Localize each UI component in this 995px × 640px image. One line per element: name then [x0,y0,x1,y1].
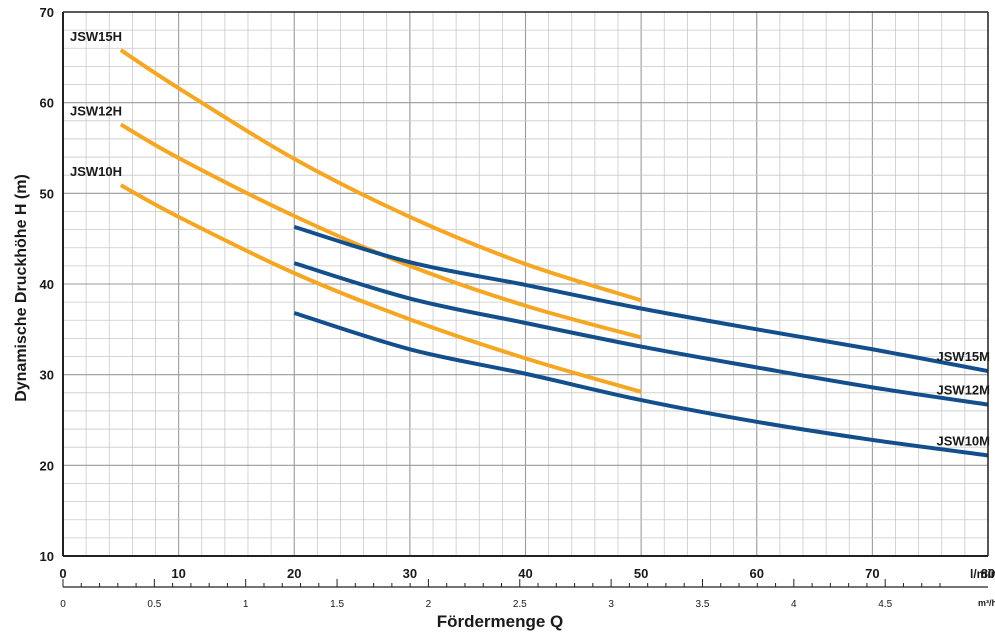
x-tick-label: 50 [634,566,648,581]
x-tick-label: 0 [59,566,66,581]
x-tick-label: 30 [403,566,417,581]
series-label-jsw12h: JSW12H [70,103,122,118]
y-tick-label: 20 [40,458,54,473]
x2-tick-label: 2 [426,599,432,610]
axes: 10 20 30 40 50 60 70 0 10 20 30 40 50 60 70 80 0 0.5 1 1.5 2… [40,5,995,610]
series-lines [119,48,989,458]
x2-tick-label: 4.5 [878,599,892,610]
x2-tick-label: 4 [791,599,797,610]
y-tick-label: 40 [40,277,54,292]
x2-tick-label: 0.5 [147,599,161,610]
y-tick-label: 10 [40,549,54,564]
y-axis-title: Dynamische Druckhöhe H (m) [13,174,30,402]
series-label-jsw10h: JSW10H [70,164,122,179]
y-tick-label: 60 [40,96,54,111]
x2-tick-label: 3.5 [696,599,710,610]
series-label-jsw15m: JSW15M [937,349,990,364]
x-unit-secondary: m³/h [978,598,995,608]
series-line-jsw12m [293,261,989,407]
series-label-jsw12m: JSW12M [937,383,990,398]
x2-tick-label: 2.5 [513,599,527,610]
series-line-jsw15h [119,48,642,303]
series-label-jsw15h: JSW15H [70,29,122,44]
x-tick-label: 70 [865,566,879,581]
x-axis-title: Fördermenge Q [437,612,564,631]
y-tick-label: 30 [40,368,54,383]
x2-tick-label: 0 [60,599,66,610]
x-tick-label: 40 [518,566,532,581]
series-labels: JSW15H JSW12H JSW10H JSW15M JSW12M JSW10M [70,29,990,448]
x2-tick-label: 1.5 [330,599,344,610]
y-tick-label: 70 [40,5,54,20]
x-tick-label: 80 [981,566,995,581]
x-tick-label: 20 [287,566,301,581]
series-line-jsw15m [293,224,989,374]
series-line-jsw12h [119,122,642,340]
series-label-jsw10m: JSW10M [937,433,990,448]
y-tick-label: 50 [40,186,54,201]
x-tick-label: 60 [750,566,764,581]
series-line-jsw10m [293,311,989,458]
x2-tick-label: 3 [608,599,614,610]
x-tick-label: 10 [171,566,185,581]
series-line-jsw10h [119,183,642,394]
x-unit-primary: l/min [970,567,995,581]
x2-tick-label: 1 [243,599,249,610]
